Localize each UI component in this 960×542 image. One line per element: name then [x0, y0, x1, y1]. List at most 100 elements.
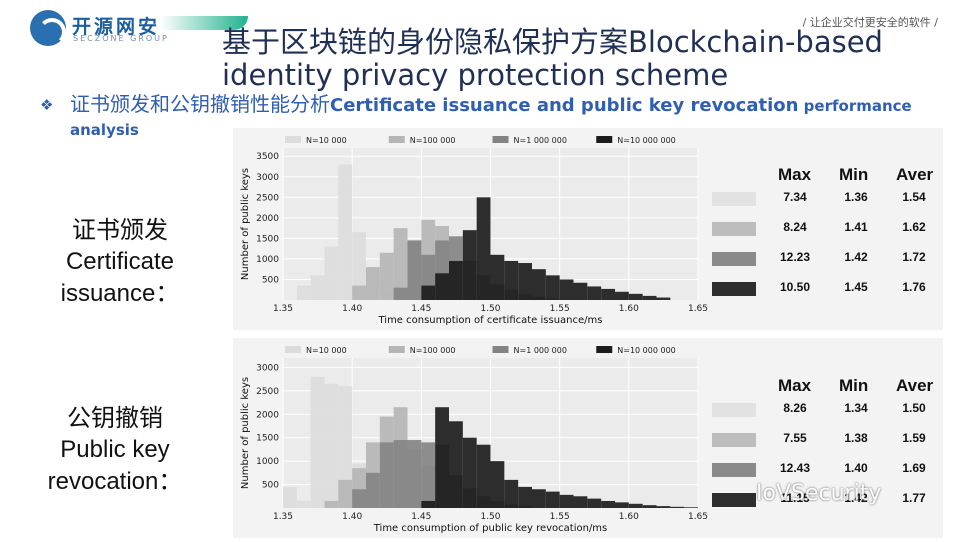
- histogram-bar: [615, 291, 629, 300]
- histogram-bar: [449, 421, 463, 508]
- legend-swatch: [492, 346, 509, 353]
- histogram-bar: [628, 503, 643, 508]
- histogram-bar: [338, 386, 353, 508]
- legend-swatch: [712, 403, 756, 417]
- stat-min: 1.45: [844, 280, 868, 294]
- histogram-bar: [421, 500, 436, 508]
- histogram-bar: [449, 260, 463, 300]
- logo-text-cn: 开源网安: [72, 16, 161, 38]
- histogram-bar: [338, 479, 353, 508]
- subtitle-en-main: Certificate issuance and public key revo…: [330, 95, 799, 116]
- histogram-bar: [296, 500, 311, 508]
- histogram-bar: [587, 286, 602, 300]
- y-tick-label: 1500: [256, 234, 279, 244]
- histogram-bar: [642, 505, 657, 508]
- y-tick-label: 1000: [256, 255, 279, 265]
- slide-title: 基于区块链的身份隐私保护方案Blockchain-based identity …: [222, 25, 883, 92]
- x-axis-label: Time consumption of certificate issuance…: [377, 315, 602, 326]
- stat-min: 1.38: [844, 431, 868, 445]
- histogram-bar: [421, 442, 436, 508]
- stat-max: 8.24: [783, 220, 807, 234]
- y-tick-label: 2000: [256, 410, 279, 420]
- histogram-bar: [352, 285, 366, 300]
- histogram-bar: [310, 275, 325, 300]
- section-label-issuance: 证书颁发 Certificate issuance：: [40, 214, 200, 310]
- histogram-bar: [310, 376, 325, 508]
- x-tick-label: 1.55: [550, 304, 570, 314]
- stats-header-min: Min: [839, 165, 869, 184]
- issuance-histogram: 500 1000 1500 2000 2500 3000 3500 1.35 1.40 1.45 1…: [240, 136, 708, 326]
- histogram-bar: [490, 254, 505, 300]
- slide-subtitle: 证书颁发和公钥撤销性能分析Certificate issuance and pu…: [70, 93, 960, 141]
- histogram-bar: [532, 489, 546, 508]
- y-tick-label: 3000: [256, 173, 279, 183]
- x-axis-label: Time consumption of public key revocatio…: [373, 523, 608, 534]
- legend-swatch: [596, 136, 613, 143]
- legend-label: N=10 000: [306, 346, 347, 355]
- histogram-bar: [490, 461, 505, 508]
- legend-label: N=10 000 000: [617, 136, 676, 145]
- section-label-cn: 公钥撤销: [67, 404, 163, 432]
- stat-max: 7.55: [783, 431, 807, 445]
- legend-swatch: [712, 493, 756, 507]
- issuance-panel: 500 1000 1500 2000 2500 3000 3500 1.35 1.40 1.45 1…: [233, 128, 943, 330]
- stats-header-aver: Aver: [896, 165, 934, 184]
- y-tick-label: 2500: [256, 193, 279, 203]
- histogram-bar: [504, 260, 519, 300]
- legend-label: N=1 000 000: [514, 136, 567, 145]
- stat-min: 1.40: [844, 461, 868, 475]
- histogram-bar: [283, 486, 297, 508]
- stat-aver: 1.72: [902, 250, 926, 264]
- stat-min: 1.34: [844, 401, 868, 415]
- histogram-bar: [476, 444, 491, 508]
- stat-aver: 1.69: [902, 461, 926, 475]
- stat-aver: 1.62: [902, 220, 926, 234]
- x-tick-label: 1.60: [619, 304, 639, 314]
- histogram-bar: [476, 197, 491, 300]
- y-tick-label: 2000: [256, 214, 279, 224]
- histogram-bar: [435, 407, 449, 508]
- revocation-stats-table: Max Min Aver 8.26 1.34 1.50 7.55 1.38 1.59 12.…: [710, 374, 940, 524]
- histogram-bar: [615, 502, 629, 508]
- y-tick-label: 3500: [256, 152, 279, 162]
- histogram-bar: [518, 486, 532, 508]
- histogram-bar: [601, 500, 615, 508]
- stat-min: 1.42: [844, 250, 868, 264]
- legend-swatch: [285, 136, 301, 143]
- stats-header-max: Max: [778, 165, 812, 184]
- x-tick-label: 1.40: [342, 512, 362, 522]
- section-label-en2: revocation：: [47, 468, 183, 495]
- stat-aver: 1.50: [902, 401, 926, 415]
- x-tick-label: 1.55: [550, 512, 570, 522]
- histogram-bar: [296, 285, 311, 300]
- x-tick-label: 1.65: [688, 512, 708, 522]
- legend-swatch: [712, 282, 756, 296]
- x-tick-label: 1.60: [619, 512, 639, 522]
- legend-swatch: [712, 433, 756, 447]
- histogram-bar: [573, 496, 588, 508]
- stats-header-min: Min: [839, 376, 869, 395]
- histogram-bar: [407, 240, 422, 300]
- logo-swoosh-decoration: [160, 16, 248, 30]
- histogram-bar: [352, 232, 366, 300]
- histogram-bar: [324, 383, 339, 508]
- stats-header-max: Max: [778, 376, 812, 395]
- legend-swatch: [388, 136, 405, 143]
- revocation-histogram: 500 1000 1500 2000 2500 3000 1.35 1.40 1.45 1.50 1…: [240, 346, 708, 534]
- legend-swatch: [712, 252, 756, 266]
- stat-max: 7.34: [783, 190, 807, 204]
- legend-label: N=1 000 000: [514, 346, 567, 355]
- y-axis-label: Number of public keys: [240, 168, 251, 280]
- histogram-bar: [324, 246, 339, 300]
- histogram-bar: [435, 273, 449, 300]
- legend-swatch: [596, 346, 613, 353]
- histogram-bar: [545, 275, 560, 300]
- histogram-bar: [656, 506, 671, 508]
- histogram-bar: [642, 295, 657, 300]
- histogram-bar: [684, 507, 698, 508]
- stat-min: 1.42: [844, 491, 868, 505]
- y-tick-label: 1000: [256, 457, 279, 467]
- stat-max: 12.43: [779, 461, 811, 475]
- x-tick-label: 1.50: [480, 304, 500, 314]
- histogram-bar: [379, 442, 394, 508]
